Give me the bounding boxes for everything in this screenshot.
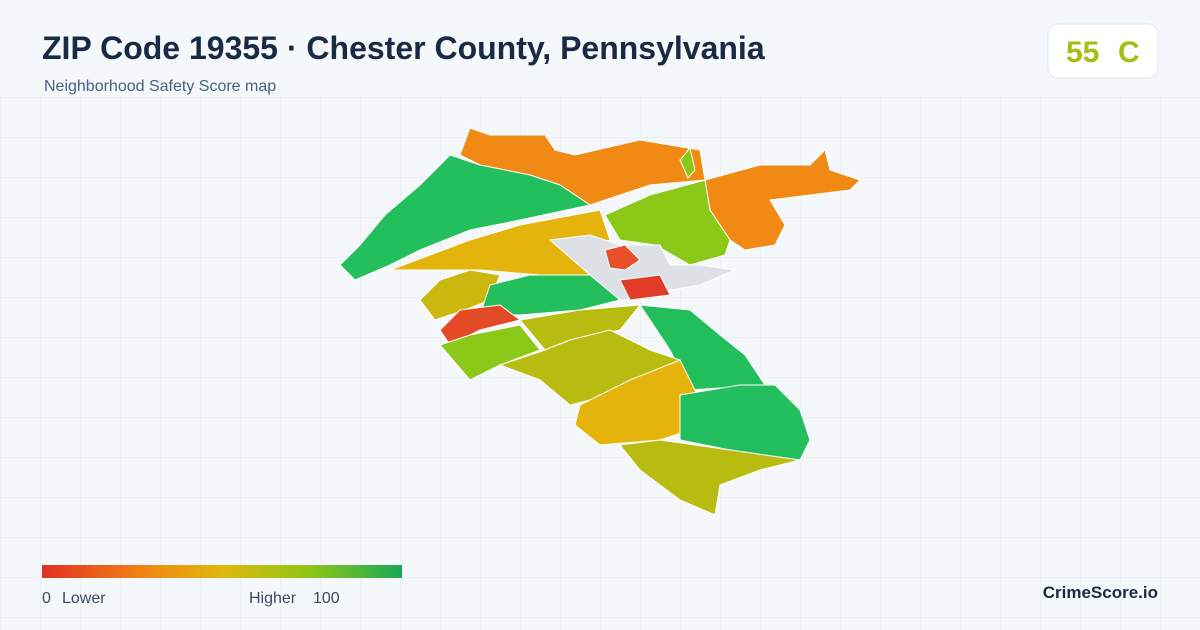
legend-max-label: Higher: [249, 590, 297, 607]
legend-bar: [42, 565, 402, 578]
legend-min-label: Lower: [62, 590, 106, 607]
subtitle: Neighborhood Safety Score map: [44, 78, 276, 95]
legend-max: 100: [313, 590, 340, 607]
legend-min: 0: [42, 590, 51, 607]
map: [339, 127, 861, 516]
brand: CrimeScore.io: [1043, 583, 1158, 602]
score: 55: [1066, 36, 1099, 69]
score-badge: [1047, 23, 1159, 79]
title: ZIP Code 19355 · Chester County, Pennsyl…: [42, 30, 765, 66]
grade: C: [1118, 36, 1140, 69]
